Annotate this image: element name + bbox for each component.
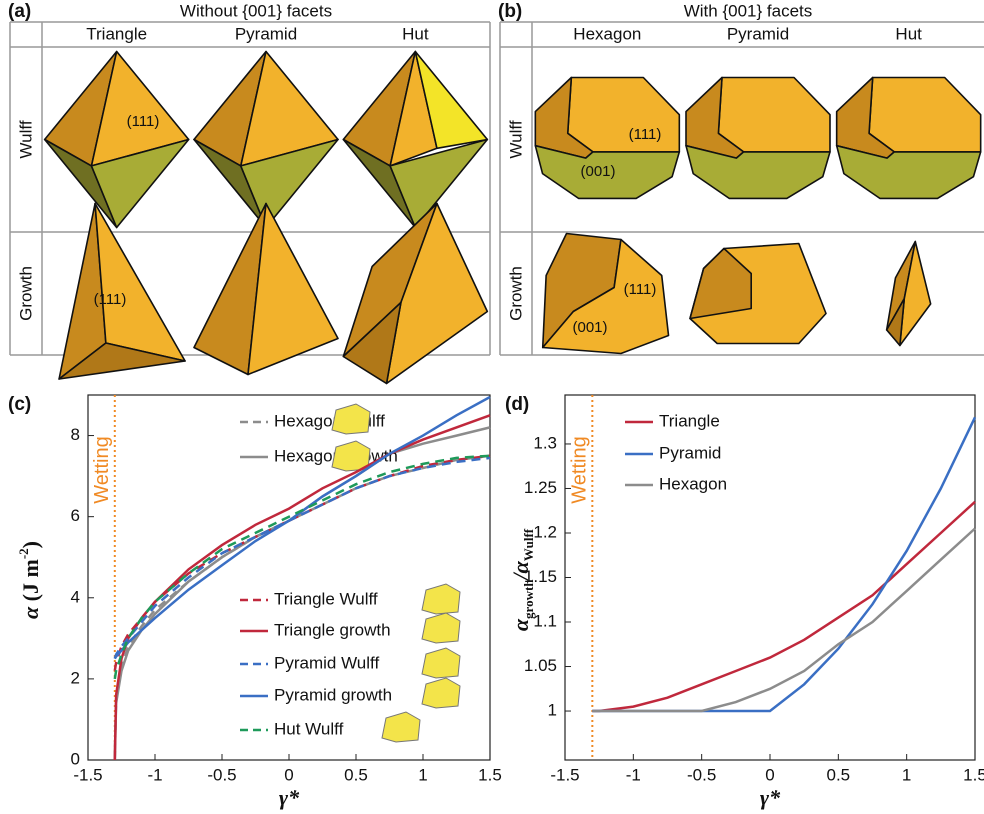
y-axis-label-part: ) [18, 541, 43, 548]
legend-label: Hut Wulff [274, 719, 344, 738]
y-axis-label-part: growth [521, 579, 536, 619]
facet-label: (001) [572, 319, 607, 336]
x-tick-label: 1 [418, 765, 427, 784]
crystal-face [568, 78, 680, 152]
legend-label: Triangle [659, 411, 720, 430]
panel-title: With {001} facets [684, 1, 813, 20]
y-axis-label: αgrowth/αWulff [508, 528, 536, 631]
x-axis-label: γ* [760, 785, 781, 810]
y-tick-label: 4 [71, 587, 80, 606]
y-tick-label: 1.05 [524, 656, 557, 675]
crystal-face [686, 146, 830, 199]
y-axis-label-part: α [18, 606, 43, 619]
y-tick-label: 8 [71, 425, 80, 444]
legend-label: Triangle Wulff [274, 589, 378, 608]
x-tick-label: -0.5 [687, 765, 716, 784]
column-header: Pyramid [727, 24, 789, 43]
column-header: Hut [402, 24, 429, 43]
crystal-face [718, 78, 830, 152]
column-header: Hut [895, 24, 922, 43]
facet-label: (111) [127, 113, 160, 130]
y-tick-label: 1.25 [524, 478, 557, 497]
row-header: Growth [16, 266, 35, 321]
y-axis-label-part: /α [508, 560, 533, 581]
x-tick-label: 0 [765, 765, 774, 784]
column-header: Pyramid [235, 24, 297, 43]
facet-label: (111) [629, 126, 662, 143]
y-tick-label: 1.2 [533, 522, 557, 541]
panel-label: (a) [8, 1, 31, 22]
figure: (a) Without {001} facets Triangle Pyramid Hu… [0, 0, 984, 814]
row-header: Growth [506, 266, 525, 321]
crystal-face [900, 242, 931, 346]
page: (a) Without {001} facets Triangle Pyramid Hu… [0, 0, 984, 814]
y-axis-label-part: α [508, 618, 533, 631]
legend-label: Pyramid Wulff [274, 653, 379, 672]
y-tick-label: 6 [71, 506, 80, 525]
column-header: Hexagon [573, 24, 641, 43]
y-axis-label-part: (J m [18, 559, 43, 607]
plot-area [565, 395, 975, 760]
x-tick-label: -0.5 [207, 765, 236, 784]
panel-title: Without {001} facets [180, 1, 332, 20]
row-header: Wulff [506, 120, 525, 158]
x-tick-label: 1 [902, 765, 911, 784]
y-tick-label: 2 [71, 668, 80, 687]
x-axis-label: γ* [279, 785, 300, 810]
facet-label: (111) [624, 281, 657, 298]
wetting-label: Wetting [569, 436, 591, 503]
crystal-face [95, 204, 185, 362]
x-tick-label: -1 [147, 765, 162, 784]
x-tick-label: 0.5 [344, 765, 368, 784]
legend-label: Triangle growth [274, 620, 391, 639]
y-tick-label: 1 [548, 701, 557, 720]
y-axis-label: α (J m-2) [16, 541, 43, 619]
y-axis-label-part: -2 [16, 548, 31, 559]
row-header: Wulff [16, 120, 35, 158]
x-tick-label: 1.5 [963, 765, 984, 784]
column-header: Triangle [86, 24, 147, 43]
x-tick-label: 0 [284, 765, 293, 784]
panel-label: (b) [498, 1, 522, 22]
y-tick-label: 1.1 [533, 611, 557, 630]
x-tick-label: -1.5 [550, 765, 579, 784]
y-tick-label: 0 [71, 749, 80, 768]
legend-label: Hexagon [659, 474, 727, 493]
panel-label: (c) [8, 394, 31, 415]
legend-label: Pyramid growth [274, 685, 392, 704]
crystal-face [837, 146, 981, 199]
y-tick-label: 1.3 [533, 433, 557, 452]
x-tick-label: -1 [626, 765, 641, 784]
legend-label: Pyramid [659, 443, 721, 462]
x-tick-label: 1.5 [478, 765, 502, 784]
y-axis-label-part: Wulff [521, 528, 536, 561]
x-tick-label: 0.5 [827, 765, 851, 784]
facet-label: (001) [580, 163, 615, 180]
facet-label: (111) [94, 291, 127, 308]
panel-label: (d) [505, 394, 529, 415]
wetting-label: Wetting [91, 436, 113, 503]
crystal-face [869, 78, 981, 152]
